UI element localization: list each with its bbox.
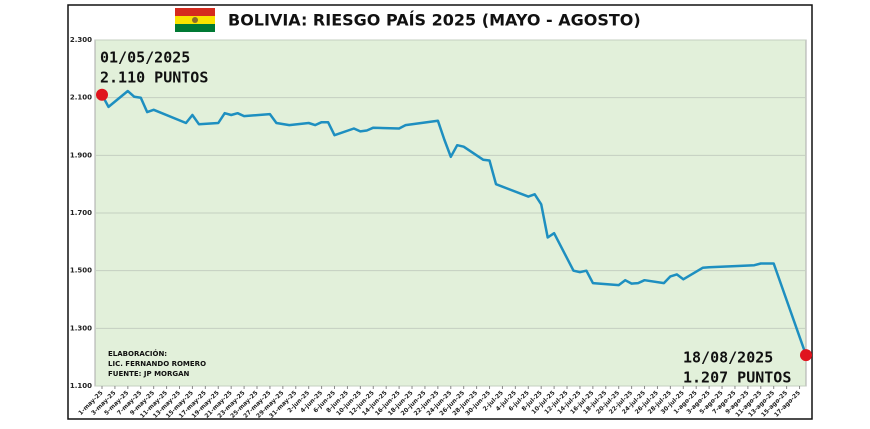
y-tick-label: 1.100 xyxy=(70,382,92,390)
endpoint-marker xyxy=(800,349,812,362)
annotation: 18/08/2025 xyxy=(683,349,773,367)
y-tick-label: 1.500 xyxy=(70,267,92,275)
y-tick-label: 2.100 xyxy=(70,94,92,102)
y-tick-label: 1.300 xyxy=(70,324,92,332)
annotation: 01/05/2025 xyxy=(100,49,190,67)
annotation: 2.110 PUNTOS xyxy=(100,69,208,87)
y-tick-label: 1.900 xyxy=(70,151,92,159)
y-tick-label: 1.700 xyxy=(70,209,92,217)
line xyxy=(100,89,808,356)
y-tick-label: 2.300 xyxy=(70,36,92,44)
chart-title: BOLIVIA: RIESGO PAÍS 2025 (MAYO - AGOSTO… xyxy=(228,11,641,30)
credit: ELABORACIÓN: xyxy=(108,349,167,358)
credit: FUENTE: JP MORGAN xyxy=(108,370,190,378)
annotation: 1.207 PUNTOS xyxy=(683,369,791,387)
endpoint-marker xyxy=(96,88,108,101)
flag xyxy=(175,8,215,32)
credit: LIC. FERNANDO ROMERO xyxy=(108,360,206,368)
